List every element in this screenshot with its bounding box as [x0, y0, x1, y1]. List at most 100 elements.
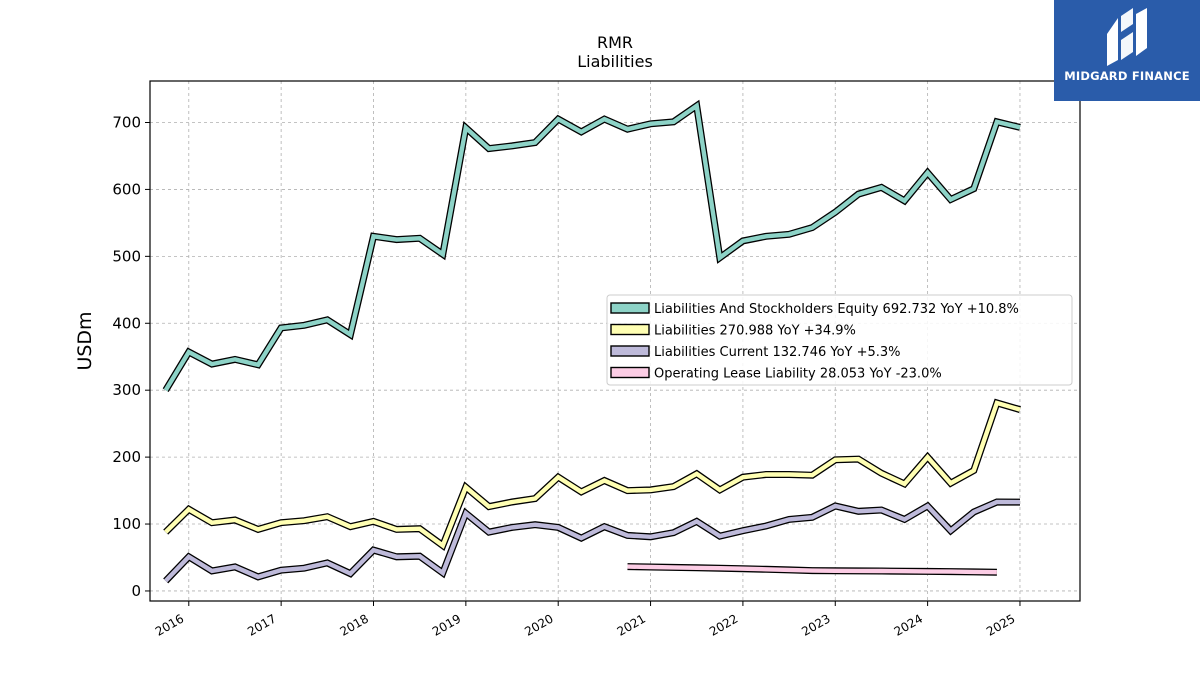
data-point: [925, 504, 929, 508]
data-point: [394, 527, 398, 531]
data-point: [371, 519, 375, 523]
data-point: [879, 508, 883, 512]
data-point: [764, 234, 768, 238]
data-point: [233, 565, 237, 569]
data-point: [925, 569, 929, 573]
data-point: [187, 555, 191, 559]
data-point: [856, 569, 860, 573]
y-axis-label: USDm: [74, 311, 96, 370]
data-point: [625, 533, 629, 537]
data-point: [764, 567, 768, 571]
data-point: [464, 126, 468, 130]
y-tick-label: 100: [112, 515, 141, 533]
data-point: [741, 529, 745, 533]
data-point: [210, 569, 214, 573]
x-tick-label: 2017: [245, 611, 278, 638]
data-point: [556, 525, 560, 529]
data-point: [510, 525, 514, 529]
data-point: [325, 318, 329, 322]
data-point: [902, 482, 906, 486]
data-point: [810, 225, 814, 229]
x-tick-label: 2020: [522, 611, 555, 638]
data-point: [764, 472, 768, 476]
data-point: [879, 185, 883, 189]
data-point: [602, 117, 606, 121]
data-point: [764, 524, 768, 528]
data-point: [302, 323, 306, 327]
y-tick-label: 400: [112, 314, 141, 332]
legend-label: Liabilities And Stockholders Equity 692.…: [654, 302, 1019, 317]
series-core: [164, 499, 1021, 583]
data-point: [579, 490, 583, 494]
data-point: [671, 484, 675, 488]
data-point: [787, 517, 791, 521]
data-point: [972, 468, 976, 472]
data-point: [510, 144, 514, 148]
data-point: [879, 471, 883, 475]
data-point: [902, 569, 906, 573]
y-tick-label: 300: [112, 381, 141, 399]
data-point: [256, 575, 260, 579]
data-point: [210, 362, 214, 366]
chart-subtitle: Liabilities: [577, 52, 653, 71]
data-point: [787, 568, 791, 572]
data-point: [741, 567, 745, 571]
data-point: [718, 256, 722, 260]
data-point: [418, 236, 422, 240]
data-point: [371, 234, 375, 238]
data-point: [256, 527, 260, 531]
data-point: [187, 507, 191, 511]
data-point: [256, 363, 260, 367]
data-point: [348, 525, 352, 529]
data-point: [1018, 125, 1022, 129]
y-tick-label: 200: [112, 448, 141, 466]
data-point: [533, 523, 537, 527]
data-point: [648, 488, 652, 492]
data-point: [418, 527, 422, 531]
series-core: [163, 101, 1021, 392]
data-point: [741, 475, 745, 479]
data-point: [648, 565, 652, 569]
chart-title: RMR: [597, 33, 633, 52]
data-point: [533, 496, 537, 500]
x-tick-label: 2018: [338, 611, 371, 638]
data-point: [648, 535, 652, 539]
data-point: [902, 517, 906, 521]
data-point: [995, 500, 999, 504]
data-point: [925, 171, 929, 175]
data-point: [856, 457, 860, 461]
plot-frame: [149, 80, 1081, 602]
data-point: [972, 510, 976, 514]
legend-label: Liabilities Current 132.746 YoY +5.3%: [654, 345, 901, 360]
data-point: [164, 579, 168, 583]
data-point: [556, 117, 560, 121]
legend-label: Liabilities 270.988 YoY +34.9%: [654, 324, 856, 339]
data-point: [833, 210, 837, 214]
data-point: [418, 554, 422, 558]
data-point: [394, 555, 398, 559]
data-point: [741, 239, 745, 243]
legend-swatch: [610, 302, 650, 314]
series-line: [163, 498, 1021, 584]
data-point: [879, 569, 883, 573]
data-point: [972, 570, 976, 574]
data-point: [856, 192, 860, 196]
data-point: [464, 485, 468, 489]
data-point: [348, 571, 352, 575]
data-point: [279, 521, 283, 525]
data-point: [695, 472, 699, 476]
data-point: [325, 561, 329, 565]
data-point: [949, 569, 953, 573]
data-point: [810, 568, 814, 572]
data-point: [487, 530, 491, 534]
data-point: [995, 120, 999, 124]
data-point: [602, 478, 606, 482]
data-point: [233, 518, 237, 522]
data-point: [394, 237, 398, 241]
data-point: [995, 570, 999, 574]
data-point: [371, 548, 375, 552]
data-point: [210, 521, 214, 525]
data-point: [949, 529, 953, 533]
data-point: [925, 455, 929, 459]
